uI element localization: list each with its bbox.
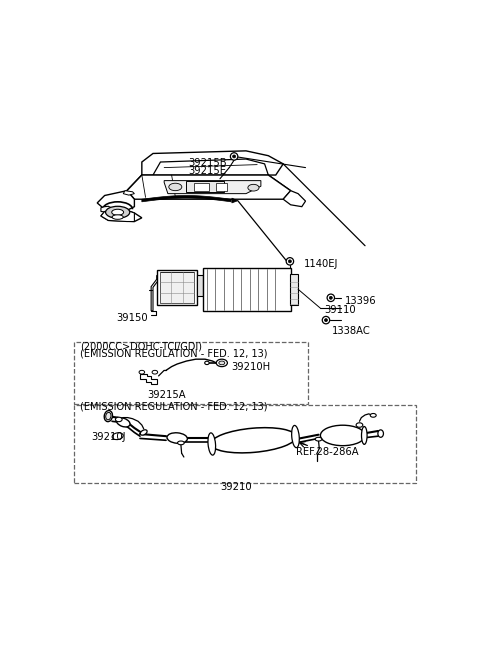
Text: 39150: 39150 [116,314,147,323]
Ellipse shape [169,183,182,191]
Bar [74,342,308,404]
Circle shape [327,294,335,302]
Circle shape [324,319,327,321]
Ellipse shape [112,215,123,219]
Text: 13396: 13396 [345,296,376,306]
Text: (EMISSION REGULATION - FED. 12, 13): (EMISSION REGULATION - FED. 12, 13) [81,401,268,411]
Polygon shape [123,191,134,195]
Polygon shape [140,374,156,384]
Bar [194,183,209,191]
Ellipse shape [248,184,259,191]
Ellipse shape [219,361,225,365]
Polygon shape [142,195,231,202]
Polygon shape [101,206,114,213]
Ellipse shape [378,430,384,438]
Circle shape [322,316,330,324]
Bar [186,181,224,192]
Polygon shape [101,211,134,222]
Ellipse shape [139,371,144,374]
Bar [203,268,290,311]
Bar [196,276,203,296]
Ellipse shape [315,438,322,441]
Circle shape [230,153,238,160]
Bar [160,272,194,303]
Ellipse shape [178,441,184,445]
Ellipse shape [115,417,122,422]
Text: 39210H: 39210H [231,361,270,371]
Ellipse shape [370,413,376,417]
Bar [216,183,228,191]
Ellipse shape [216,359,228,367]
Circle shape [329,297,332,299]
Polygon shape [153,159,268,175]
Text: 1140EJ: 1140EJ [304,258,338,268]
Polygon shape [283,191,305,207]
Polygon shape [151,276,158,311]
Text: 39215A: 39215A [147,390,186,400]
Text: 39210: 39210 [220,482,252,492]
Ellipse shape [356,422,363,427]
Circle shape [286,258,294,265]
Ellipse shape [140,430,147,435]
Ellipse shape [321,425,365,445]
Text: 39110: 39110 [324,304,356,315]
Polygon shape [142,151,283,175]
Polygon shape [97,191,134,211]
Ellipse shape [211,428,296,453]
Ellipse shape [104,411,112,422]
Ellipse shape [292,426,300,447]
Polygon shape [232,198,238,203]
Ellipse shape [361,426,367,444]
Ellipse shape [112,433,123,440]
Ellipse shape [167,433,187,443]
Bar [290,274,298,305]
Text: 39215E: 39215E [188,167,227,176]
Text: REF.28-286A: REF.28-286A [296,447,359,457]
Ellipse shape [112,209,124,215]
Polygon shape [164,180,261,194]
Circle shape [288,260,291,263]
Text: (EMISSION REGULATION - FED. 12, 13): (EMISSION REGULATION - FED. 12, 13) [81,348,268,359]
Text: 39215B: 39215B [188,158,227,168]
Bar [74,405,416,483]
Text: 1338AC: 1338AC [332,326,370,337]
Polygon shape [127,175,290,199]
Text: 39210J: 39210J [92,432,126,442]
Text: (2000CC>DOHC-TCI/GDI): (2000CC>DOHC-TCI/GDI) [81,341,203,351]
Ellipse shape [152,371,157,374]
Ellipse shape [106,413,111,420]
Ellipse shape [106,206,130,218]
Ellipse shape [204,361,209,365]
Circle shape [233,155,236,158]
Bar [157,270,196,305]
Polygon shape [101,211,142,222]
Ellipse shape [117,418,130,427]
Ellipse shape [208,433,216,455]
